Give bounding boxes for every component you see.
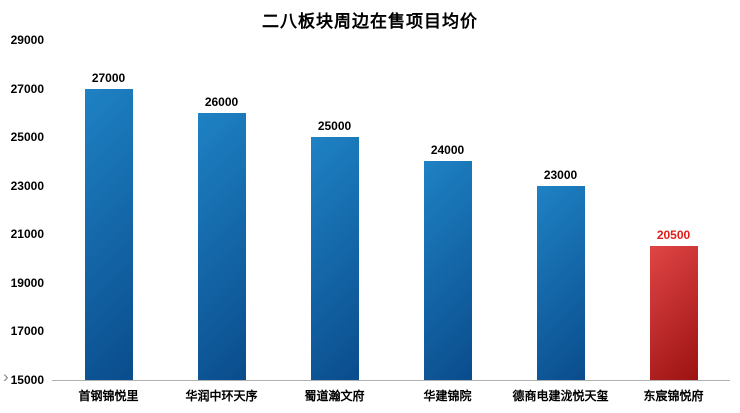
bar[interactable] (197, 112, 246, 380)
y-tick-label: 15000 (10, 373, 44, 387)
bar-group: 20500 东宸锦悦府 (617, 40, 730, 403)
bar[interactable] (649, 246, 698, 380)
y-tick-label: 29000 (10, 33, 44, 47)
bar-group: 26000 华润中环天序 (165, 40, 278, 403)
x-axis-label: 首钢锦悦里 (78, 389, 139, 403)
bar-group: 23000 德商电建泷悦天玺 (504, 40, 617, 403)
y-tick-label: 27000 (10, 81, 44, 96)
plot-area: 15000 17000 19000 21000 23000 25000 27000 29000… (11, 33, 730, 403)
y-tick-label: 23000 (10, 178, 44, 193)
x-axis-label: 华建锦院 (423, 389, 472, 403)
y-tick-label: 21000 (10, 227, 44, 242)
x-axis-label: 蜀道瀚文府 (304, 389, 365, 403)
next-arrow-icon[interactable]: › (3, 367, 9, 386)
y-tick-label: 25000 (10, 130, 44, 145)
bar-group: 25000 蜀道瀚文府 (278, 40, 391, 403)
y-axis: 15000 17000 19000 21000 23000 25000 27000 29000 (0, 33, 46, 387)
x-axis-label: 东宸锦悦府 (643, 389, 704, 403)
bar[interactable] (310, 137, 359, 380)
bar-series: 27000 首钢锦悦里 26000 华润中环天序 25000 蜀道瀚文府 24000 华建锦院… (52, 40, 730, 403)
bar-value-label: 26000 (204, 94, 239, 109)
y-tick-label: 19000 (10, 275, 44, 290)
bar-value-label: 20500 (656, 228, 691, 243)
bar[interactable] (84, 88, 133, 380)
x-axis-label: 德商电建泷悦天玺 (512, 389, 609, 403)
bar-group: 24000 华建锦院 (391, 40, 504, 403)
chart-title: 二八板块周边在售项目均价 (262, 12, 478, 31)
bar-value-label: 24000 (430, 143, 465, 158)
x-axis-label: 华润中环天序 (185, 389, 258, 403)
bar-value-label: 25000 (317, 119, 352, 134)
bar-value-label: 23000 (543, 167, 578, 182)
y-tick-label: 17000 (10, 324, 44, 339)
bar[interactable] (536, 185, 585, 380)
bar-value-label: 27000 (91, 70, 126, 85)
bar-group: 27000 首钢锦悦里 (52, 40, 165, 403)
bar[interactable] (423, 161, 472, 380)
